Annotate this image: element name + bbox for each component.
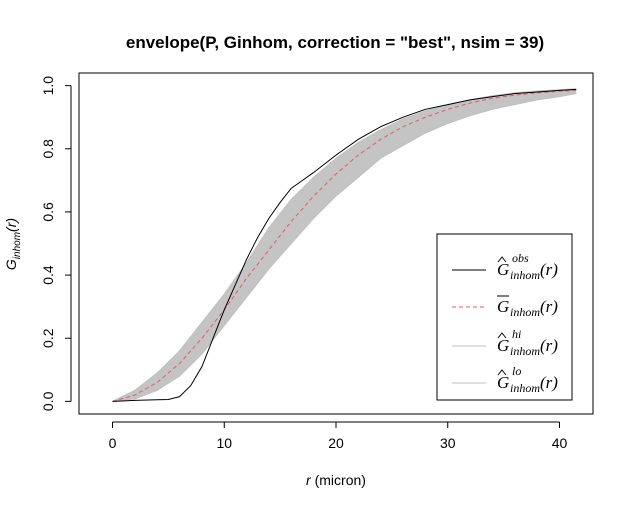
legend-subscript: inhom — [510, 344, 540, 358]
legend-argument: (r) — [540, 373, 558, 392]
legend-subscript: inhom — [510, 381, 540, 395]
legend-item-hi: Ginhom(r)hi — [452, 327, 558, 358]
x-tick-label: 10 — [216, 435, 232, 451]
legend-symbol: G — [497, 260, 509, 279]
legend-symbol: G — [497, 373, 509, 392]
x-tick-label: 30 — [440, 435, 456, 451]
series-line-lo — [112, 93, 577, 402]
x-tick-label: 20 — [328, 435, 344, 451]
legend-argument: (r) — [540, 297, 558, 316]
legend-argument: (r) — [540, 336, 558, 355]
legend-label-theo: Ginhom(r) — [497, 297, 558, 319]
y-tick-label: 0.4 — [40, 265, 56, 285]
y-tick-label: 0.2 — [40, 328, 56, 348]
hat-accent — [497, 369, 507, 376]
x-tick-label: 40 — [552, 435, 568, 451]
y-axis: 0.0 0.2 0.4 0.6 0.8 1.0 — [40, 76, 72, 411]
plot-frame — [78, 72, 594, 415]
legend-argument: (r) — [540, 260, 558, 279]
legend-item-lo: Ginhom(r)lo — [452, 364, 558, 395]
x-tick-label: 0 — [109, 435, 117, 451]
legend-subscript: inhom — [510, 305, 540, 319]
legend-label-obs: Ginhom(r) — [497, 260, 558, 282]
series-line-hi — [112, 88, 577, 402]
y-tick-label: 1.0 — [40, 76, 56, 96]
chart-title: envelope(P, Ginhom, correction = "best",… — [126, 33, 544, 52]
legend-superscript-lo: lo — [512, 364, 521, 378]
y-axis-subscript: inhom — [12, 232, 23, 259]
y-tick-label: 0.0 — [40, 391, 56, 411]
legend-label-lo: Ginhom(r) — [497, 373, 558, 395]
y-tick-label: 0.8 — [40, 139, 56, 159]
hat-accent — [497, 256, 507, 263]
legend-symbol: G — [497, 336, 509, 355]
x-axis: 0 10 20 30 40 — [109, 421, 568, 451]
y-axis-argument: (r) — [3, 218, 19, 232]
legend-item-obs: Ginhom(r)obs — [452, 251, 558, 282]
x-axis-label: r (micron) — [306, 472, 366, 488]
y-tick-label: 0.6 — [40, 202, 56, 222]
series-line-obs — [112, 88, 577, 402]
legend-label-hi: Ginhom(r) — [497, 336, 558, 358]
legend-items: Ginhom(r)obsGinhom(r)Ginhom(r)hiGinhom(r… — [452, 251, 558, 395]
hat-accent — [497, 332, 507, 339]
legend-superscript-hi: hi — [512, 327, 521, 341]
legend-item-theo: Ginhom(r) — [452, 295, 558, 319]
x-axis-variable: r — [306, 472, 312, 488]
y-axis-label: Ginhom(r) — [3, 218, 23, 270]
legend: Ginhom(r)obsGinhom(r)Ginhom(r)hiGinhom(r… — [436, 233, 573, 401]
series-lines-layer — [112, 88, 577, 402]
legend-superscript-obs: obs — [512, 251, 529, 265]
legend-subscript: inhom — [510, 268, 540, 282]
series-line-theo — [112, 89, 577, 402]
x-axis-unit: (micron) — [311, 472, 366, 488]
legend-symbol: G — [497, 297, 509, 316]
y-axis-base: G — [3, 259, 19, 270]
